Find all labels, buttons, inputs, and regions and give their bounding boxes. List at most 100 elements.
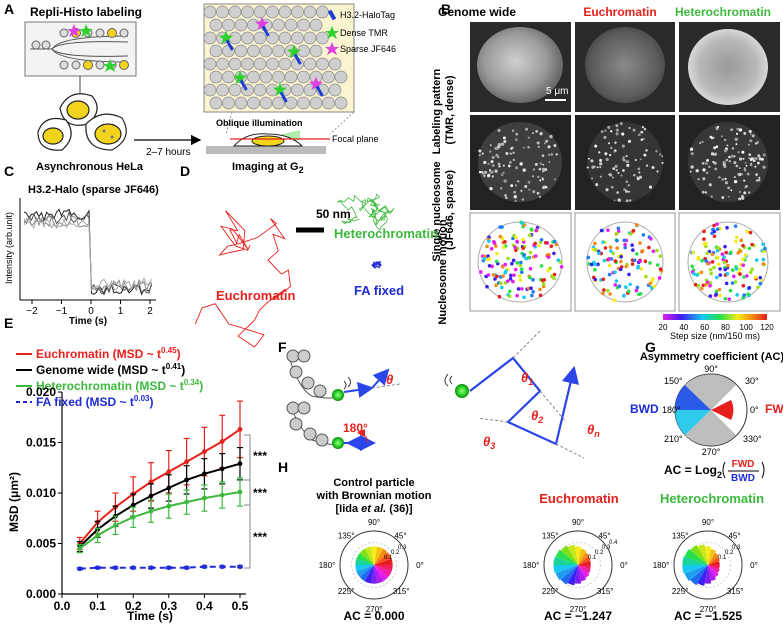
nucleosome-spot	[527, 145, 530, 149]
msd-line	[79, 565, 240, 570]
legend-entry: FA fixed (MSD ~ t0.03)	[36, 394, 153, 409]
motion-dot	[513, 267, 518, 272]
nucleosome-bead	[228, 57, 242, 71]
motion-dot	[700, 258, 704, 263]
nucleosome-spot	[640, 130, 644, 134]
nucleosome-spot	[632, 128, 636, 132]
motion-dot	[501, 245, 506, 250]
nucleosome-spot	[536, 191, 540, 195]
motion-dot	[747, 286, 752, 290]
img-motion-het	[678, 212, 781, 312]
nucleosome-spot	[604, 129, 607, 132]
rose-sector	[370, 565, 378, 584]
panel-h: Control particle with Brownian motion [I…	[316, 477, 765, 623]
motion-dot	[709, 271, 713, 276]
nucleosome-spot	[502, 136, 506, 140]
nucleosome-spot	[497, 128, 501, 133]
ac-control: AC = 0.000	[343, 609, 404, 623]
nucleosome-bead	[203, 83, 217, 97]
ref-line-b	[539, 390, 567, 423]
nucleosome-spot	[512, 151, 515, 154]
motion-dot	[515, 260, 519, 265]
motion-dot	[505, 279, 510, 283]
msd-ytick-label: 0.015	[26, 436, 56, 450]
motion-dot	[521, 246, 525, 250]
motion-dot	[548, 266, 552, 271]
motion-dot	[723, 267, 727, 272]
nucleosome-spot	[528, 188, 531, 191]
motion-dot	[528, 233, 532, 238]
legend-halo: H3.2-HaloTag	[340, 10, 395, 20]
motion-marks-2	[444, 373, 453, 387]
legend-name: Euchromatin (MSD ~ t	[36, 347, 161, 361]
motion-dot	[549, 244, 554, 249]
motion-dot	[718, 273, 723, 277]
motion-dot	[738, 249, 743, 254]
motion-dot	[479, 270, 483, 274]
nucleosome-bead	[297, 96, 310, 110]
nucleosome-bead	[272, 96, 285, 110]
ac-formula-prefix: AC = Log	[664, 463, 717, 477]
nucleosome-spot	[555, 153, 558, 156]
nucleosome-spot	[497, 143, 501, 147]
motion-dot	[606, 288, 610, 293]
nucleosome-spot	[637, 167, 641, 171]
nucleosome-spot	[608, 173, 611, 176]
motion-dot	[761, 242, 766, 247]
motion-dot	[619, 259, 623, 264]
nucleosome-bead	[203, 5, 217, 19]
motion-dot	[530, 293, 534, 298]
nucleosome-spot	[610, 185, 614, 189]
rose-angle-label: 90°	[368, 518, 380, 527]
cells-label: Asynchronous HeLa	[36, 161, 144, 173]
theta-2: θ2	[531, 408, 543, 425]
fluorophore-star-icon	[254, 16, 270, 31]
motion-dot	[630, 243, 634, 248]
msd-ytick-label: 0.010	[26, 486, 56, 500]
halotag-icon	[327, 9, 337, 21]
nucleosome-spot	[510, 184, 514, 188]
motion-dot	[733, 224, 738, 228]
msd-point	[95, 565, 100, 571]
rose-sector	[355, 565, 374, 572]
motion-dot	[543, 240, 548, 245]
coverslip	[206, 146, 326, 154]
nucleosome-bead	[222, 18, 235, 32]
motion-dot	[648, 281, 652, 286]
nucleosome-spot	[615, 124, 619, 128]
fluorophore-star-icon	[286, 44, 302, 59]
colorbar-tick: 20	[659, 323, 668, 332]
nucleosome-spot	[523, 146, 525, 149]
nucleosome-spot	[532, 190, 536, 194]
rose-sector	[578, 560, 591, 565]
motion-dot	[494, 259, 499, 264]
motion-dot	[638, 292, 643, 296]
nucleosome-spot	[721, 177, 725, 181]
motion-dot	[723, 296, 728, 301]
nucleosome-spot	[489, 150, 492, 153]
motion-dot	[695, 273, 699, 277]
nucleosome-spot	[738, 167, 741, 170]
nucleosome-spot	[609, 153, 612, 157]
motion-dot	[635, 223, 639, 227]
motion-dot	[613, 259, 618, 263]
rose-radial-label: 0.2	[391, 550, 400, 556]
motion-dot	[616, 226, 621, 231]
nucleosome-bead	[272, 18, 285, 32]
nucleosome-bead	[247, 96, 260, 110]
nucleosome-bead	[241, 31, 254, 45]
time-arrow-label: 2–7 hours	[146, 147, 190, 158]
nucleosome-bead	[334, 96, 348, 110]
nucleosome-spot	[495, 153, 499, 157]
nucleosome-spot	[748, 157, 751, 160]
motion-dot	[513, 235, 518, 240]
nucleosome-spot	[532, 168, 536, 171]
motion-dot	[533, 254, 538, 258]
nucleus-eu	[585, 27, 665, 103]
rose-angle-label: 270°	[700, 605, 717, 614]
motion-dot	[485, 244, 489, 249]
motion-dot	[509, 273, 513, 278]
msd-point	[166, 469, 172, 475]
msd-point	[184, 477, 190, 483]
nucleosome-spot	[489, 144, 492, 147]
